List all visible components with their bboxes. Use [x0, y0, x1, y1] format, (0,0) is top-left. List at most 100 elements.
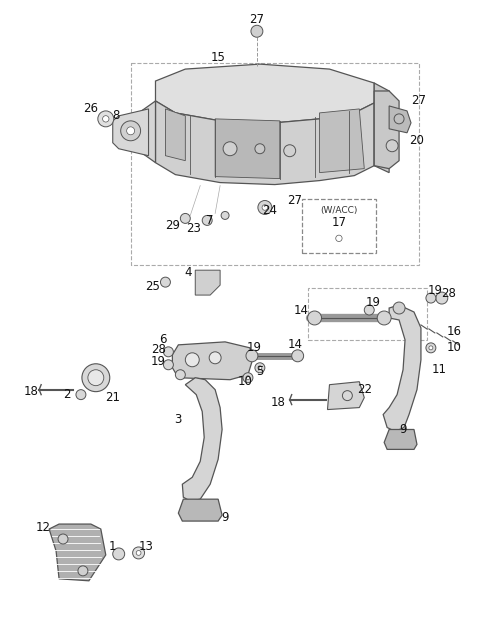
Circle shape: [82, 364, 110, 392]
Circle shape: [221, 212, 229, 220]
Circle shape: [243, 372, 253, 382]
Circle shape: [78, 566, 88, 576]
Circle shape: [284, 145, 296, 156]
Circle shape: [364, 305, 374, 315]
Circle shape: [202, 215, 212, 225]
Circle shape: [429, 346, 433, 350]
Circle shape: [88, 370, 104, 386]
Polygon shape: [172, 342, 252, 380]
Text: 1: 1: [109, 540, 117, 553]
Text: 22: 22: [357, 383, 372, 396]
Text: 9: 9: [399, 423, 407, 436]
Text: 23: 23: [186, 222, 201, 235]
Text: 4: 4: [184, 265, 192, 279]
Polygon shape: [113, 109, 148, 156]
Text: 12: 12: [36, 521, 51, 533]
Text: 5: 5: [256, 365, 264, 378]
Text: 13: 13: [139, 540, 154, 553]
Circle shape: [103, 116, 109, 122]
Polygon shape: [384, 429, 417, 449]
Circle shape: [136, 550, 141, 555]
Polygon shape: [156, 64, 374, 123]
Circle shape: [386, 140, 398, 151]
Text: 19: 19: [427, 284, 443, 297]
Text: 18: 18: [24, 385, 39, 398]
Polygon shape: [195, 270, 220, 295]
Circle shape: [185, 353, 199, 367]
Circle shape: [436, 292, 448, 304]
Text: 28: 28: [151, 343, 166, 356]
Text: 24: 24: [263, 204, 277, 217]
Text: 29: 29: [165, 219, 180, 232]
Text: 28: 28: [441, 287, 456, 300]
Polygon shape: [49, 524, 106, 581]
Text: 2: 2: [63, 388, 71, 401]
Polygon shape: [320, 109, 364, 173]
Circle shape: [251, 25, 263, 37]
Text: 27: 27: [250, 13, 264, 26]
Text: 10: 10: [446, 341, 461, 354]
Text: 6: 6: [159, 334, 166, 346]
Text: 17: 17: [331, 216, 347, 229]
Circle shape: [426, 343, 436, 353]
Circle shape: [393, 302, 405, 314]
Circle shape: [292, 350, 304, 362]
Circle shape: [127, 127, 134, 135]
Circle shape: [175, 370, 185, 380]
Text: 18: 18: [270, 396, 285, 409]
Text: 26: 26: [84, 103, 98, 115]
Polygon shape: [156, 101, 374, 185]
Text: 25: 25: [145, 280, 160, 292]
Text: 16: 16: [446, 326, 461, 339]
Circle shape: [426, 293, 436, 303]
Text: 21: 21: [105, 391, 120, 404]
Text: 14: 14: [294, 304, 309, 317]
Circle shape: [331, 230, 347, 246]
Text: 10: 10: [238, 375, 252, 388]
Text: 15: 15: [211, 51, 226, 64]
Circle shape: [308, 311, 322, 325]
FancyBboxPatch shape: [301, 198, 376, 254]
Polygon shape: [383, 305, 421, 431]
Polygon shape: [166, 109, 185, 161]
Circle shape: [246, 376, 250, 380]
Circle shape: [223, 141, 237, 156]
Circle shape: [258, 200, 272, 215]
Circle shape: [76, 389, 86, 399]
Circle shape: [209, 352, 221, 364]
Text: 19: 19: [246, 341, 262, 354]
Polygon shape: [374, 83, 389, 173]
Circle shape: [377, 311, 391, 325]
Text: 19: 19: [366, 295, 381, 309]
Text: 19: 19: [151, 356, 166, 368]
Circle shape: [255, 144, 265, 154]
Circle shape: [58, 534, 68, 544]
Polygon shape: [374, 91, 399, 168]
Circle shape: [258, 366, 262, 370]
Circle shape: [342, 391, 352, 401]
Text: (W/ACC): (W/ACC): [320, 206, 358, 215]
Circle shape: [160, 277, 170, 287]
Circle shape: [394, 114, 404, 124]
Polygon shape: [215, 119, 280, 178]
Polygon shape: [389, 106, 411, 133]
Circle shape: [262, 205, 268, 210]
Text: 7: 7: [206, 214, 214, 227]
Circle shape: [120, 121, 141, 141]
Circle shape: [336, 235, 342, 242]
Circle shape: [98, 111, 114, 127]
Text: 20: 20: [409, 134, 424, 147]
Text: 8: 8: [112, 110, 120, 122]
Polygon shape: [179, 499, 222, 521]
Text: 9: 9: [221, 511, 229, 523]
Circle shape: [132, 547, 144, 559]
Polygon shape: [327, 382, 364, 409]
Circle shape: [113, 548, 125, 560]
Text: 11: 11: [432, 363, 446, 376]
Polygon shape: [139, 101, 156, 163]
Circle shape: [164, 347, 173, 357]
Text: 14: 14: [287, 339, 302, 351]
Polygon shape: [182, 377, 222, 501]
Circle shape: [180, 213, 190, 223]
Circle shape: [246, 350, 258, 362]
